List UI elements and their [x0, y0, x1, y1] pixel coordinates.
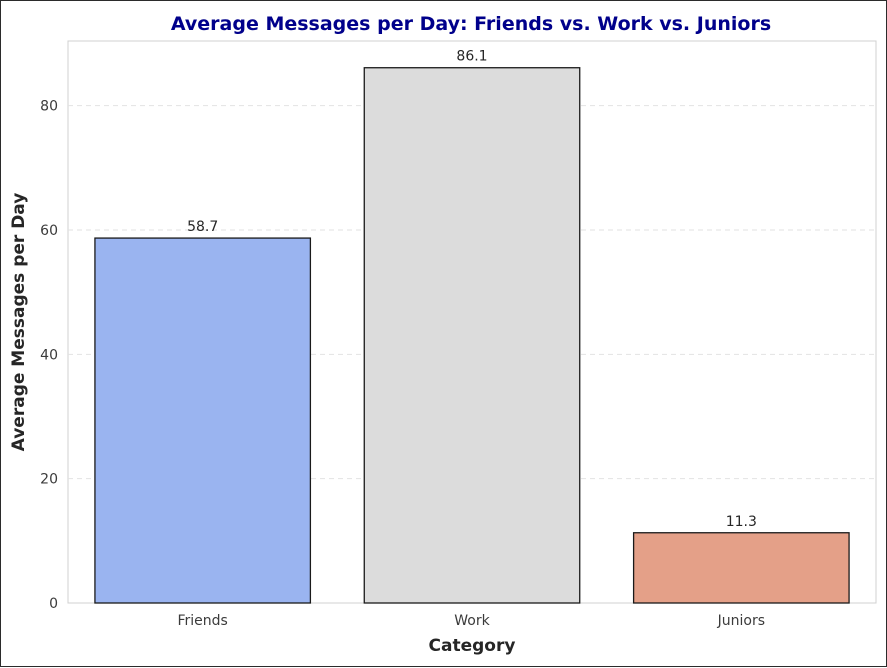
data-label-friends: 58.7: [187, 219, 218, 235]
y-tick-label: 80: [40, 99, 58, 115]
y-tick-label: 60: [40, 223, 58, 239]
data-label-juniors: 11.3: [726, 514, 757, 530]
x-tick-label-friends: Friends: [177, 613, 227, 629]
x-axis-label: Category: [429, 636, 516, 656]
data-label-work: 86.1: [456, 49, 487, 65]
y-tick-label: 0: [49, 596, 58, 612]
x-axis-ticks: Friends Work Juniors: [177, 613, 765, 629]
bar-juniors: [632, 532, 850, 604]
y-tick-label: 40: [40, 347, 58, 363]
bars: [94, 67, 850, 604]
bar-data-labels: 58.7 86.1 11.3: [187, 49, 757, 530]
x-tick-label-juniors: Juniors: [717, 613, 765, 629]
chart-title: Average Messages per Day: Friends vs. Wo…: [171, 13, 771, 35]
bar-friends: [94, 237, 312, 604]
x-tick-label-work: Work: [454, 613, 490, 629]
bar-work: [363, 67, 581, 604]
y-axis-ticks: 0 20 40 60 80: [40, 99, 58, 612]
y-tick-label: 20: [40, 472, 58, 488]
y-axis-label: Average Messages per Day: [9, 193, 29, 452]
